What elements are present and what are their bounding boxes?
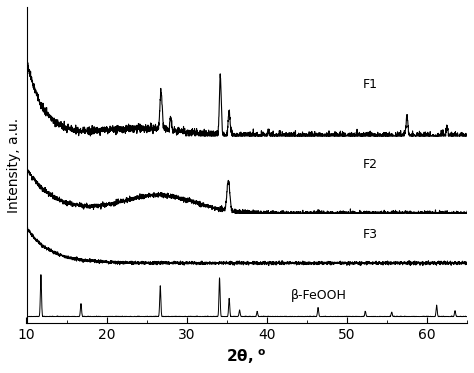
- Text: β-FeOOH: β-FeOOH: [291, 289, 346, 301]
- Y-axis label: Intensity, a.u.: Intensity, a.u.: [7, 117, 21, 213]
- Text: F2: F2: [363, 158, 378, 171]
- X-axis label: $\bf{2\theta}$$\bf{,}$ $\bf{^o}$: $\bf{2\theta}$$\bf{,}$ $\bf{^o}$: [227, 348, 267, 366]
- Text: F3: F3: [363, 228, 378, 241]
- Text: F1: F1: [363, 78, 378, 91]
